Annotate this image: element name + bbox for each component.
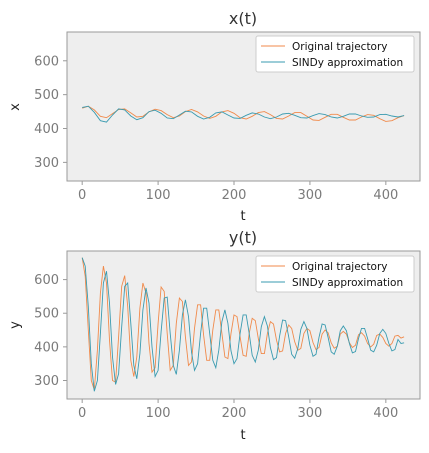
x-tick-label: 300 xyxy=(298,406,323,421)
y-tick-label: 500 xyxy=(34,307,59,322)
y-axis-label: y xyxy=(8,321,23,329)
x-tick-label: 300 xyxy=(298,188,323,203)
legend: Original trajectory SINDy approximation xyxy=(255,35,415,73)
series-line-sindy xyxy=(82,105,405,123)
x-of-t-subplot: x(t) 0 100 200 300 400 300 400 500 600 t x Origi… xyxy=(8,9,421,224)
x-tick-label: 400 xyxy=(373,406,398,421)
legend-label-sindy: SINDy approximation xyxy=(292,277,403,289)
x-tick-label: 0 xyxy=(78,188,86,203)
y-tick-label: 600 xyxy=(34,273,59,288)
y-tick-label: 400 xyxy=(34,122,59,137)
x-tick-label: 0 xyxy=(78,406,86,421)
x-axis-label: t xyxy=(240,209,245,224)
x-axis-label: t xyxy=(240,428,245,443)
y-axis-label: x xyxy=(8,103,23,111)
y-tick-label: 600 xyxy=(34,54,59,69)
series-line-sindy xyxy=(81,257,405,392)
legend-label-original: Original trajectory xyxy=(292,261,388,273)
legend: Original trajectory SINDy approximation xyxy=(255,255,415,293)
y-of-t-subplot: y(t) 0 100 200 300 400 300 400 500 600 t y Origi… xyxy=(8,228,421,443)
ticks: 0 100 200 300 400 300 400 500 600 xyxy=(34,54,398,203)
y-tick-label: 300 xyxy=(34,156,59,171)
y-tick-label: 500 xyxy=(34,88,59,103)
x-tick-label: 200 xyxy=(222,406,247,421)
y-tick-label: 400 xyxy=(34,340,59,355)
chart-title: y(t) xyxy=(229,228,257,247)
x-tick-label: 400 xyxy=(373,188,398,203)
chart-title: x(t) xyxy=(229,9,257,28)
series-lines xyxy=(82,105,405,123)
legend-box xyxy=(255,35,415,73)
legend-box xyxy=(255,255,415,293)
x-tick-label: 200 xyxy=(222,188,247,203)
ticks: 0 100 200 300 400 300 400 500 600 xyxy=(34,273,398,421)
y-tick-label: 300 xyxy=(34,374,59,389)
x-tick-label: 100 xyxy=(146,406,171,421)
series-line-original xyxy=(82,105,405,122)
series-lines xyxy=(81,257,405,392)
legend-label-original: Original trajectory xyxy=(292,41,388,53)
legend-label-sindy: SINDy approximation xyxy=(292,57,403,69)
series-line-original xyxy=(81,257,405,391)
x-tick-label: 100 xyxy=(146,188,171,203)
